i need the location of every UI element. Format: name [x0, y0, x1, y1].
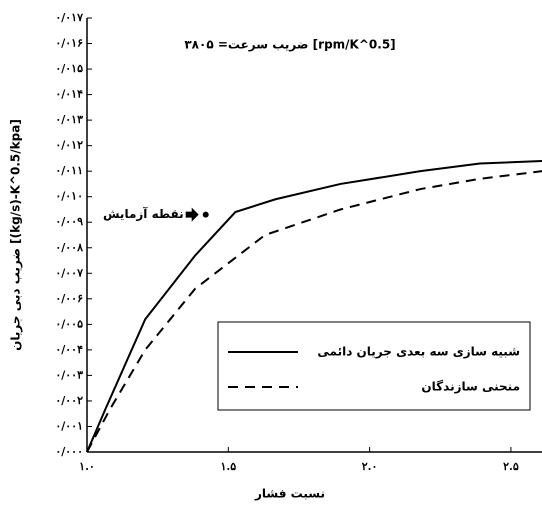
y-tick-label: ۰/۰۱۴ [55, 88, 83, 101]
y-tick-label: ۰/۰۰۲ [55, 394, 83, 407]
y-tick-label: ۰/۰۰۹ [55, 215, 83, 228]
chart-title: ضریب سرعت= ۳۸۰۵ [rpm/K^0.5] [184, 38, 395, 52]
arrow-icon [185, 207, 199, 222]
x-tick-label: ۱.۵ [220, 460, 236, 473]
y-tick-label: ۰/۰۰۶ [55, 292, 83, 305]
test-point [202, 211, 209, 218]
y-tick-label: ۰/۰۱۰ [55, 190, 83, 203]
x-tick-label: ۱.۰ [79, 460, 95, 473]
series-line [86, 159, 542, 453]
annotation: نقطه آزمایش [103, 206, 184, 221]
y-tick-label: ۰/۰۱۷ [55, 11, 83, 24]
y-tick-label: ۰/۰۰۱ [55, 419, 83, 432]
legend-label: شبیه سازی سه بعدی جریان دائمی [317, 345, 520, 359]
y-tick-label: ۰/۰۰۸ [55, 241, 83, 254]
series-line [86, 170, 542, 453]
y-tick-label: ۰/۰۱۱ [55, 164, 83, 177]
y-tick-label: ۰/۰۰۵ [55, 317, 83, 330]
x-axis-label: نسبت فشار [254, 487, 325, 501]
y-tick-label: ۰/۰۰۳ [55, 368, 83, 381]
y-tick-label: ۰/۰۱۲ [55, 139, 83, 152]
y-tick-label: ۰/۰۰۴ [55, 343, 83, 356]
x-tick-label: ۲.۵ [503, 460, 519, 473]
y-tick-label: ۰/۰۰۰ [55, 445, 83, 458]
legend-label: منحنی سازندگان [421, 380, 520, 394]
y-axis-label: ضریب دبی جریان [(kg/s)-K^0.5/kpa] [9, 119, 23, 351]
y-tick-label: ۰/۰۱۶ [55, 37, 83, 50]
y-tick-label: ۰/۰۱۵ [55, 62, 83, 75]
legend-box [217, 321, 531, 411]
y-tick-label: ۰/۰۰۷ [55, 266, 83, 279]
x-tick-label: ۲.۰ [362, 460, 378, 473]
y-tick-label: ۰/۰۱۳ [55, 113, 83, 126]
